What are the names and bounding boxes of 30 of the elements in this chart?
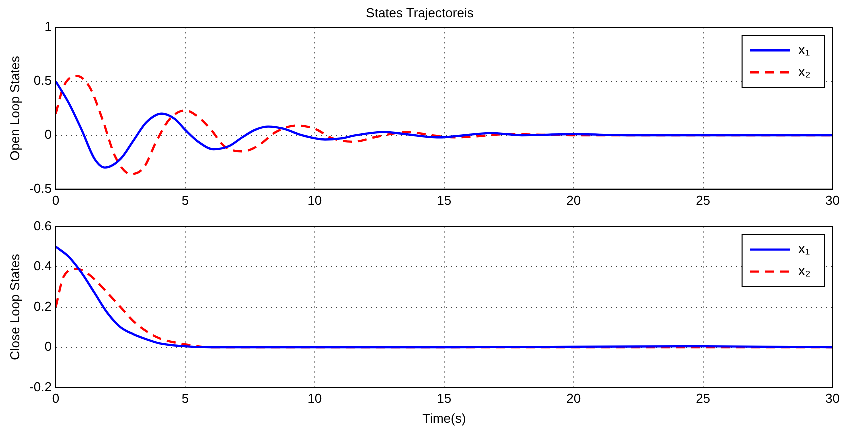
x-tick-label: 20 bbox=[566, 192, 582, 208]
y-axis-title: Close Loop States bbox=[7, 254, 22, 360]
x-tick-label: 5 bbox=[182, 192, 190, 208]
y-tick-label: 0.4 bbox=[34, 258, 52, 274]
x-tick-label: 15 bbox=[437, 192, 452, 208]
x-tick-label: 10 bbox=[308, 192, 322, 208]
legend-label: x₁ bbox=[798, 240, 810, 257]
x-tick-label: 30 bbox=[826, 192, 840, 208]
x-tick-label: 25 bbox=[696, 391, 711, 406]
x-tick-label: 15 bbox=[437, 391, 452, 406]
y-tick-label: 1 bbox=[44, 19, 52, 34]
legend-label: x₁ bbox=[798, 41, 810, 58]
line-series bbox=[56, 246, 833, 349]
legend-label: x₂ bbox=[798, 63, 811, 80]
y-tick-label: 0 bbox=[44, 127, 52, 142]
y-tick-label: 0 bbox=[44, 339, 52, 354]
y-tick-label: -0.5 bbox=[30, 180, 52, 196]
x-tick-label: 25 bbox=[696, 192, 711, 208]
x-tick-label: 20 bbox=[566, 391, 582, 406]
y-tick-label: -0.2 bbox=[30, 379, 52, 394]
y-axis-title: Open Loop States bbox=[7, 56, 22, 161]
legend-label: x₂ bbox=[798, 262, 811, 279]
x-tick-label: 5 bbox=[182, 391, 190, 406]
x-axis-title: Time(s) bbox=[422, 410, 466, 426]
y-tick-label: 0.6 bbox=[34, 218, 52, 234]
x-tick-label: 30 bbox=[826, 391, 840, 406]
y-tick-label: 0.5 bbox=[34, 73, 52, 88]
x-tick-label: 10 bbox=[308, 391, 322, 406]
y-tick-label: 0.2 bbox=[34, 298, 52, 314]
chart-title: States Trajectoreis bbox=[366, 5, 474, 20]
